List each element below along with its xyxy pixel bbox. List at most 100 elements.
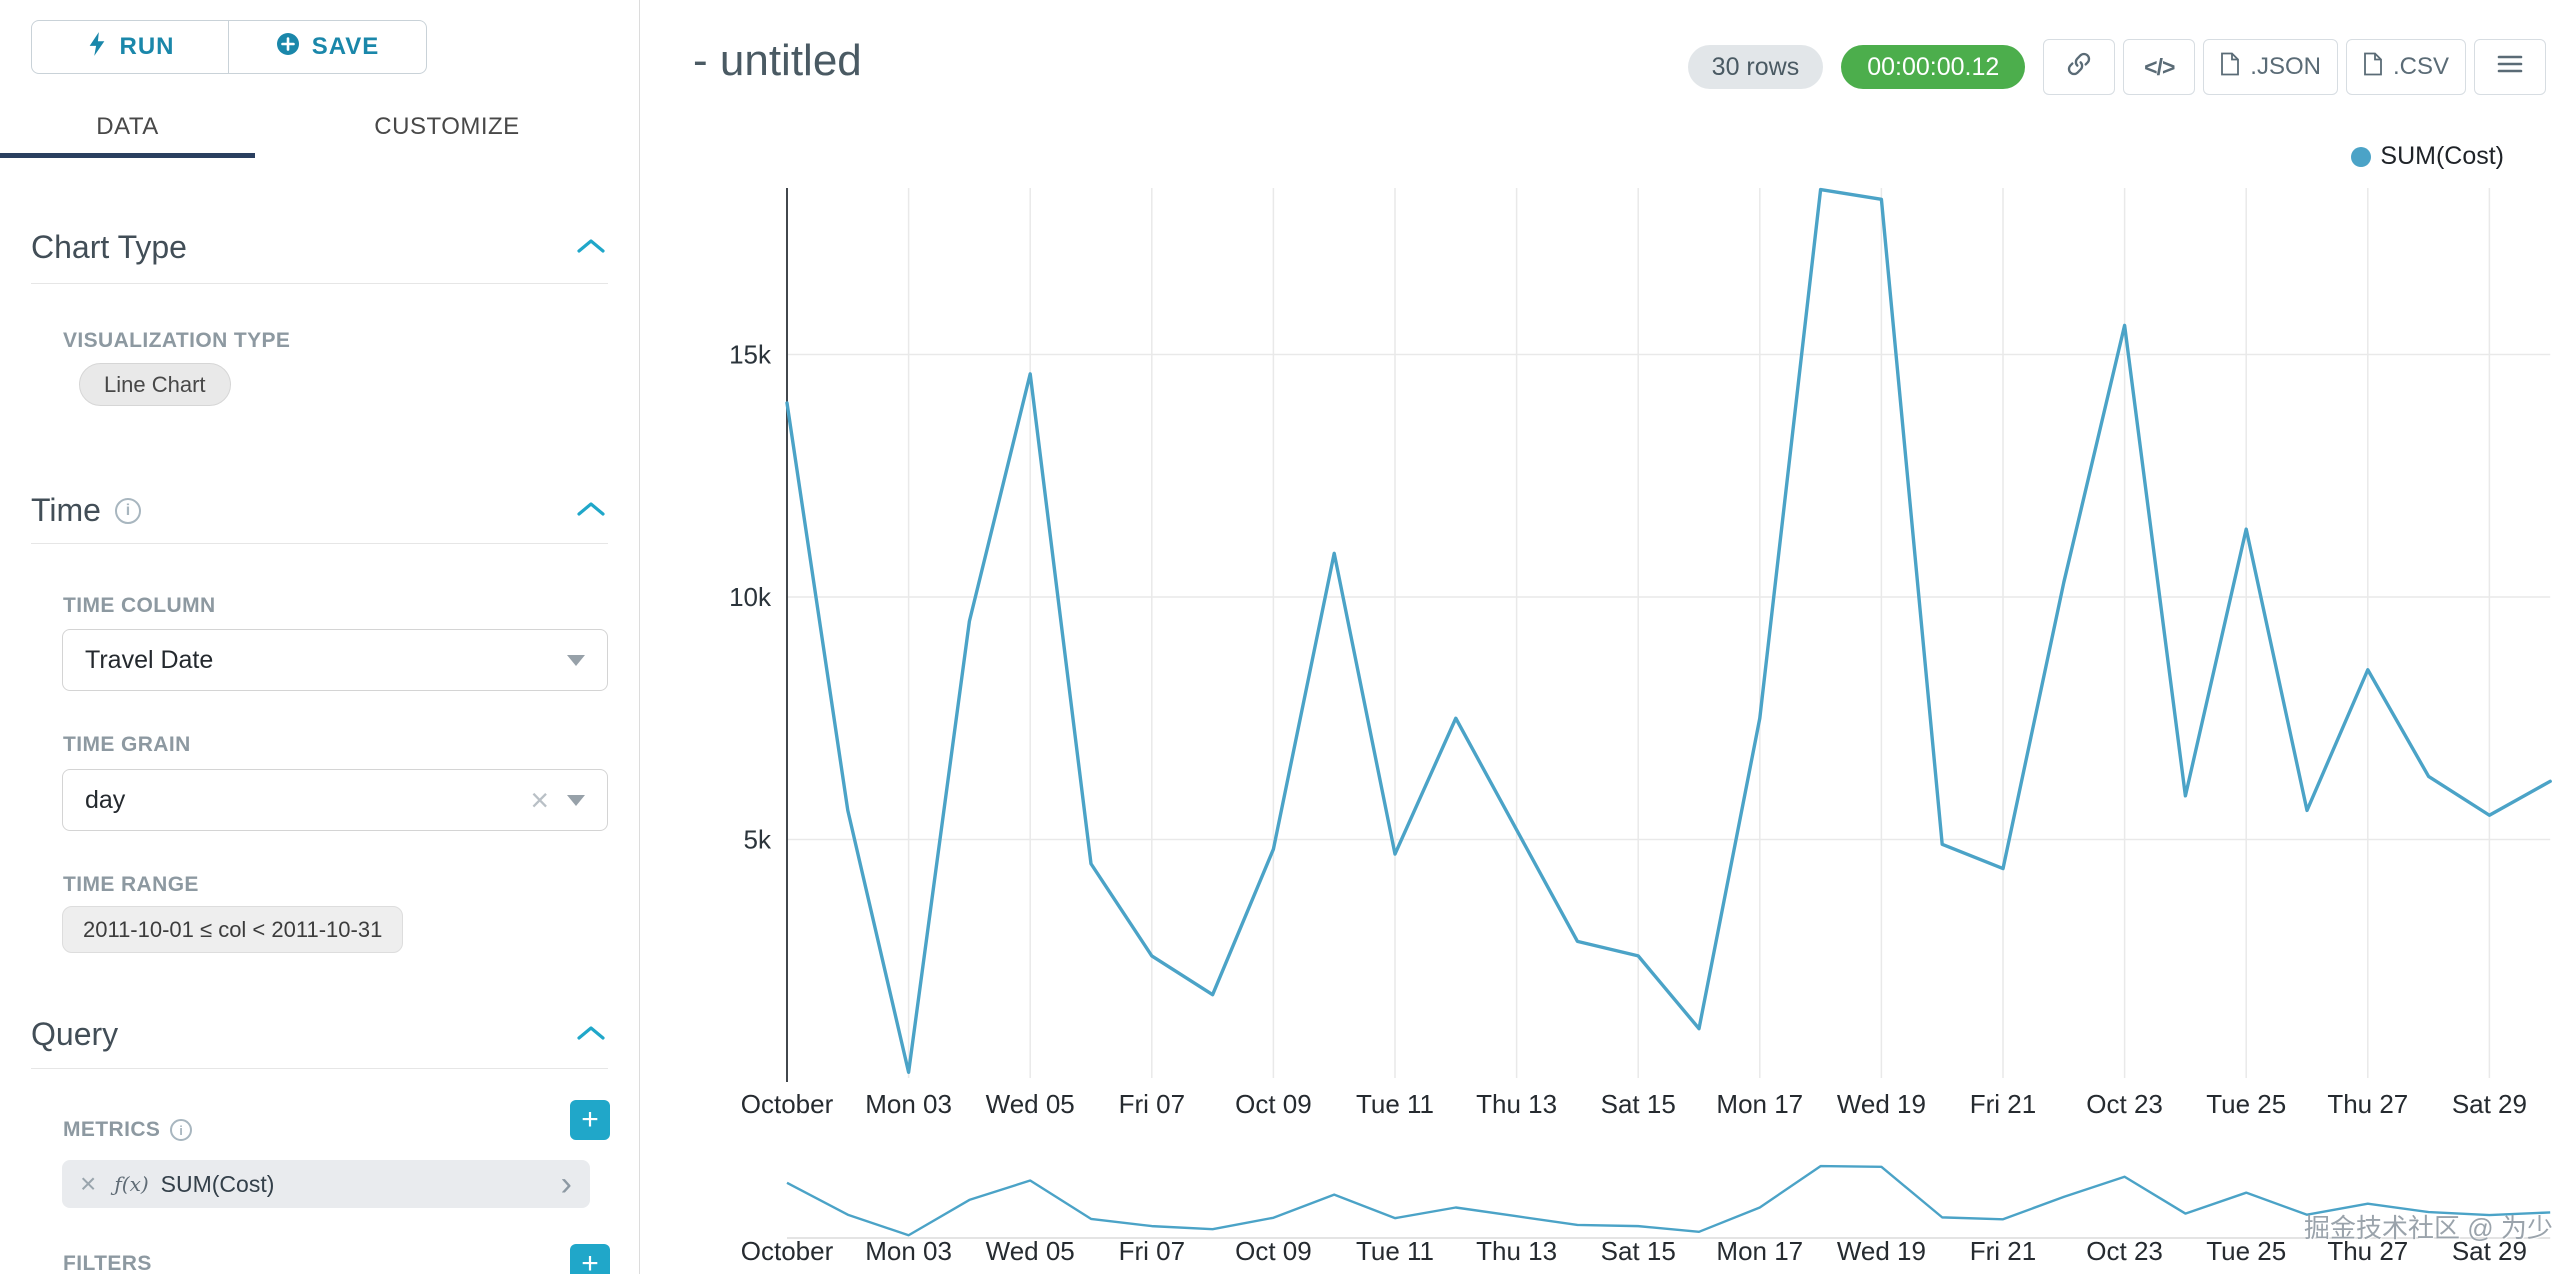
query-timer-badge: 00:00:00.12 [1841,45,2026,89]
svg-text:Sat 15: Sat 15 [1601,1089,1676,1119]
export-json-label: .JSON [2250,53,2321,80]
info-icon [170,1119,193,1141]
control-panel-sidebar: RUN SAVE DATA CUSTOMIZE Chart Type VISUA [0,0,640,1274]
watermark: 掘金技术社区 @ 为少 [2304,1213,2553,1243]
panel-tabs: DATA CUSTOMIZE [0,96,640,158]
svg-text:15k: 15k [729,340,772,370]
metric-pill[interactable]: ƒ(x) SUM(Cost) [62,1160,590,1208]
run-save-group: RUN SAVE [31,20,427,74]
svg-text:Tue 11: Tue 11 [1356,1089,1434,1119]
time-column-select[interactable]: Travel Date [62,629,608,691]
tab-customize[interactable]: CUSTOMIZE [374,113,520,140]
chart-type-section-title: Chart Type [31,229,187,265]
save-button[interactable]: SAVE [229,20,427,74]
svg-text:Wed 05: Wed 05 [986,1089,1075,1119]
svg-text:Mon 03: Mon 03 [865,1236,952,1266]
file-icon [2363,52,2383,83]
share-link-button[interactable] [2043,39,2116,95]
svg-text:Mon 17: Mon 17 [1716,1089,1803,1119]
lightning-icon [86,31,108,64]
time-column-value: Travel Date [85,645,214,674]
plus-circle-icon [276,32,300,63]
view-query-button[interactable]: </> [2123,39,2196,95]
svg-text:Sat 29: Sat 29 [2452,1089,2527,1119]
svg-text:Sat 15: Sat 15 [1601,1236,1676,1266]
svg-text:Oct 23: Oct 23 [2086,1236,2163,1266]
legend-label: SUM(Cost) [2380,142,2504,170]
svg-text:Oct 23: Oct 23 [2086,1089,2163,1119]
svg-text:Mon 17: Mon 17 [1716,1236,1803,1266]
divider [31,1068,608,1069]
metrics-label: METRICS [63,1118,161,1141]
svg-text:Mon 03: Mon 03 [865,1089,952,1119]
add-filter-button[interactable] [570,1244,610,1274]
chart-menu-button[interactable] [2474,39,2546,95]
svg-text:Thu 13: Thu 13 [1476,1089,1557,1119]
svg-text:Fri 21: Fri 21 [1970,1236,2036,1266]
divider [31,543,608,544]
function-icon: ƒ(x) [114,1172,149,1196]
svg-text:Fri 21: Fri 21 [1970,1089,2036,1119]
divider [31,283,608,284]
export-json-button[interactable]: .JSON [2203,39,2338,95]
save-button-label: SAVE [311,33,380,60]
time-grain-label: TIME GRAIN [63,733,191,756]
query-collapse-chevron-icon[interactable] [576,1025,606,1045]
time-grain-value: day [85,785,126,814]
query-section-title: Query [31,1016,119,1052]
svg-text:Wed 19: Wed 19 [1837,1236,1926,1266]
time-collapse-chevron-icon[interactable] [576,501,606,521]
svg-text:5k: 5k [744,825,772,855]
time-section-title: Time [31,492,141,529]
metrics-label-row: METRICS [63,1118,193,1142]
info-icon [114,497,141,524]
svg-text:Thu 27: Thu 27 [2327,1236,2408,1266]
run-button[interactable]: RUN [31,20,229,74]
row-count-badge: 30 rows [1687,45,1824,89]
run-button-label: RUN [119,33,175,60]
chevron-down-icon [567,654,585,666]
svg-text:Wed 05: Wed 05 [986,1236,1075,1266]
chevron-right-icon [561,1167,572,1201]
svg-text:10k: 10k [729,582,772,612]
code-icon: </> [2144,53,2175,80]
clear-icon[interactable] [530,784,549,816]
time-column-label: TIME COLUMN [63,594,216,617]
time-range-label: TIME RANGE [63,873,199,896]
add-metric-button[interactable] [570,1100,610,1140]
export-csv-button[interactable]: .CSV [2345,39,2466,95]
svg-text:Wed 19: Wed 19 [1837,1089,1926,1119]
tab-data[interactable]: DATA [0,96,255,158]
visualization-type-label: VISUALIZATION TYPE [63,329,291,352]
remove-metric-icon[interactable] [80,1168,96,1200]
chart-title[interactable]: - untitled [693,36,862,85]
svg-text:Thu 27: Thu 27 [2327,1089,2408,1119]
svg-text:Oct 09: Oct 09 [1235,1236,1312,1266]
metric-name: SUM(Cost) [160,1170,275,1197]
hamburger-menu-icon [2497,53,2523,81]
export-csv-label: .CSV [2392,53,2449,80]
svg-text:Fri 07: Fri 07 [1119,1089,1185,1119]
filters-label: FILTERS [63,1252,152,1274]
link-icon [2065,50,2093,85]
visualization-type-pill[interactable]: Line Chart [79,363,231,406]
svg-text:Oct 09: Oct 09 [1235,1089,1312,1119]
svg-text:Thu 13: Thu 13 [1476,1236,1557,1266]
time-range-pill[interactable]: 2011-10-01 ≤ col < 2011-10-31 [62,906,404,953]
svg-text:Tue 25: Tue 25 [2206,1236,2286,1266]
svg-text:October: October [741,1236,834,1266]
time-grain-select[interactable]: day [62,769,608,831]
header-controls: 30 rows 00:00:00.12 </> .JSON [1687,39,2546,95]
chart-legend[interactable]: SUM(Cost) [2351,142,2504,171]
chevron-down-icon [567,794,585,806]
svg-text:Fri 07: Fri 07 [1119,1236,1185,1266]
legend-swatch [2351,146,2372,167]
chart-type-collapse-chevron-icon[interactable] [576,238,606,258]
svg-text:Sat 29: Sat 29 [2452,1236,2527,1266]
time-section-title-text: Time [31,492,101,528]
svg-text:Tue 11: Tue 11 [1356,1236,1434,1266]
svg-text:October: October [741,1089,834,1119]
svg-text:Tue 25: Tue 25 [2206,1089,2286,1119]
